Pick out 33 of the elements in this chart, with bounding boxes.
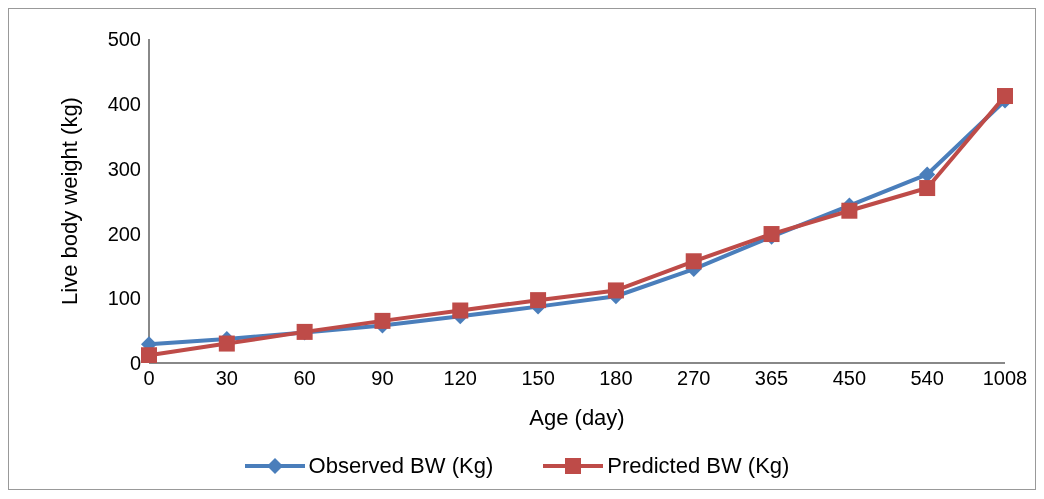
y-axis-title: Live body weight (kg): [56, 97, 82, 305]
x-tick-label: 450: [832, 367, 867, 390]
x-axis-title: Age (day): [529, 405, 625, 430]
point: [218, 335, 235, 352]
x-tick-label: 0: [143, 367, 155, 390]
point: [997, 88, 1013, 105]
x-tick-label: 270: [677, 367, 711, 390]
x-tick-label: 150: [521, 367, 555, 390]
point: [685, 253, 702, 270]
y-tick-label: 200: [107, 222, 141, 245]
y-tick-label: 400: [107, 92, 141, 115]
point: [530, 292, 547, 309]
legend-label: Observed BW (Kg): [308, 453, 494, 479]
x-tick-label: 30: [215, 367, 238, 390]
y-tick-label: 0: [129, 352, 141, 375]
point: [919, 166, 936, 183]
y-tick-label: 300: [107, 157, 141, 180]
x-tick-label: 60: [293, 367, 316, 390]
x-tick-label: 180: [599, 367, 633, 390]
x-tick-label: 120: [443, 367, 477, 390]
point: [452, 302, 469, 319]
x-tick-label: 1008: [982, 367, 1028, 390]
point: [607, 282, 624, 299]
point: [919, 180, 936, 197]
point: [841, 202, 858, 219]
point: [374, 312, 391, 329]
point: [141, 347, 157, 363]
x-tick-label: 90: [371, 367, 394, 390]
y-tick-label: 100: [107, 287, 141, 310]
x-tick-label: 365: [754, 367, 789, 390]
legend-label: Predicted BW (Kg): [607, 453, 790, 479]
y-tick-label: 500: [107, 28, 141, 51]
x-tick-label: 540: [910, 367, 944, 390]
